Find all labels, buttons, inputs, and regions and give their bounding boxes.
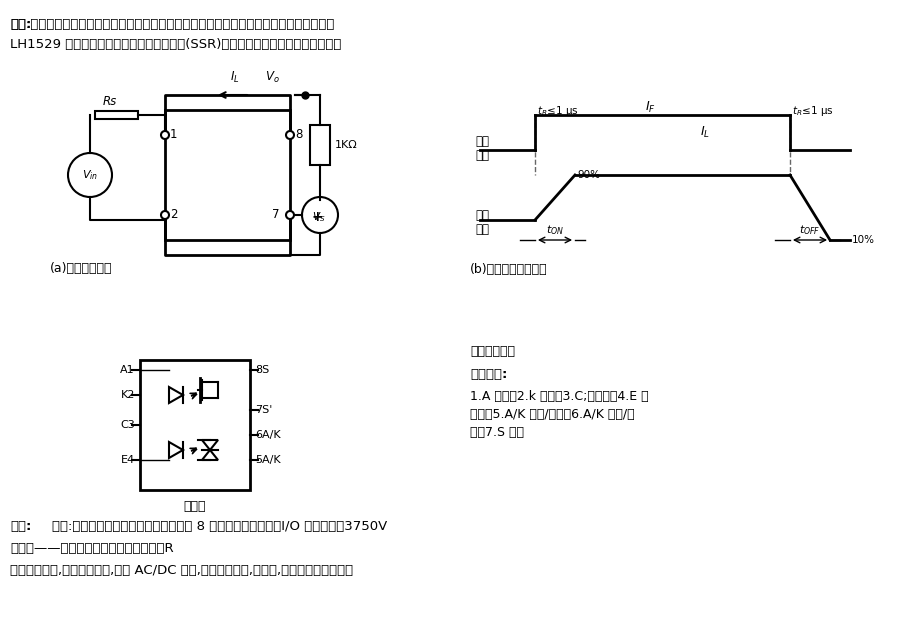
Text: 管脚图: 管脚图 (183, 500, 206, 513)
Text: LH1529 电信开关由一个光耦合固体继电器(SSR)和一个双向输入的光耦合器组成。: LH1529 电信开关由一个光耦合固体继电器(SSR)和一个双向输入的光耦合器组… (10, 38, 341, 51)
Text: 8: 8 (295, 128, 302, 142)
Text: $I_L$: $I_L$ (699, 125, 709, 140)
Text: 电路和波形图: 电路和波形图 (469, 345, 514, 358)
Text: (a)固体开关电路: (a)固体开关电路 (50, 262, 113, 275)
Text: 极；7.S 源极: 极；7.S 源极 (469, 426, 523, 439)
Text: 耦合器——双向电流检测；固体继电器：R: 耦合器——双向电流检测；固体继电器：R (10, 542, 173, 555)
Text: E4: E4 (121, 455, 135, 465)
Text: (b)开关电路的波形图: (b)开关电路的波形图 (469, 263, 547, 276)
Text: $t_{ON}$: $t_{ON}$ (546, 223, 564, 237)
Text: 1.A 阳极；2.k 阴极；3.C;集电极；4.E 发: 1.A 阳极；2.k 阴极；3.C;集电极；4.E 发 (469, 390, 648, 403)
Text: 5A/K: 5A/K (254, 455, 281, 465)
Text: 射极；5.A/K 阳极/阴极；6.A/K 阳极/阴: 射极；5.A/K 阳极/阴极；6.A/K 阳极/阴 (469, 408, 634, 421)
Text: 6A/K: 6A/K (254, 430, 281, 440)
Circle shape (286, 131, 294, 139)
Text: 开关: 开关 (474, 209, 489, 222)
Circle shape (161, 131, 169, 139)
Text: 特点:固体继电器和光耦合器封装在一块 8 引脚的塑料外壳内；I/O 隔离电压：3750V: 特点:固体继电器和光耦合器封装在一块 8 引脚的塑料外壳内；I/O 隔离电压：3… (52, 520, 387, 533)
Text: K2: K2 (121, 390, 135, 400)
Text: $V_{in}$: $V_{in}$ (82, 168, 98, 182)
Text: 用途:用于电信开关一线路中继通断控制、振铃电流检测、环路电流检测和标记脉冲等领域。: 用途:用于电信开关一线路中继通断控制、振铃电流检测、环路电流检测和标记脉冲等领域… (10, 18, 334, 31)
Text: 输出: 输出 (474, 223, 489, 236)
Bar (140, 360, 250, 490)
Text: $V_o$: $V_o$ (264, 70, 280, 85)
Text: 输入: 输入 (474, 149, 489, 162)
Bar (95, 111, 138, 119)
Text: 特点:: 特点: (10, 520, 32, 533)
Text: 2: 2 (170, 208, 178, 222)
Text: $I_F$: $I_F$ (644, 100, 655, 115)
Text: 控制: 控制 (474, 135, 489, 148)
Text: A1: A1 (120, 365, 135, 375)
Text: 管脚说明:: 管脚说明: (469, 368, 507, 381)
Text: $t_R$≤1 μs: $t_R$≤1 μs (537, 104, 578, 118)
Text: C3: C3 (120, 420, 135, 430)
Text: 电流最大保护,抗浪涌能力强,线性 AC/DC 工作,消除开关跳动,低功耗,高可靠单片接收器。: 电流最大保护,抗浪涌能力强,线性 AC/DC 工作,消除开关跳动,低功耗,高可靠… (10, 564, 353, 577)
Text: 10%: 10% (851, 235, 874, 245)
Text: $I_L$: $I_L$ (230, 70, 240, 85)
Circle shape (161, 211, 169, 219)
Text: +: + (311, 210, 322, 224)
Text: 8S: 8S (254, 365, 269, 375)
Text: Rs: Rs (103, 95, 117, 108)
Circle shape (301, 197, 337, 233)
Text: 7: 7 (272, 208, 280, 222)
Text: $V_S$: $V_S$ (312, 210, 325, 224)
Text: $t_{OFF}$: $t_{OFF}$ (798, 223, 820, 237)
Text: 1: 1 (170, 128, 178, 142)
Text: 90%: 90% (576, 170, 599, 180)
Circle shape (286, 211, 294, 219)
Text: 用途:: 用途: (10, 18, 32, 31)
Text: 1KΩ: 1KΩ (335, 140, 357, 150)
Text: 7S': 7S' (254, 405, 272, 415)
Bar (309, 125, 329, 165)
Circle shape (68, 153, 112, 197)
Text: $t_R$≤1 μs: $t_R$≤1 μs (791, 104, 833, 118)
